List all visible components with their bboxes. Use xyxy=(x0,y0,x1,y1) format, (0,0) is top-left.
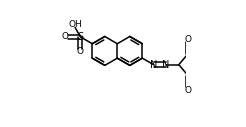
Text: S: S xyxy=(77,32,83,42)
Text: OH: OH xyxy=(68,20,82,29)
Text: N: N xyxy=(150,60,157,70)
Text: O: O xyxy=(77,47,84,56)
Text: N: N xyxy=(162,60,169,70)
Text: O: O xyxy=(185,86,192,94)
Text: O: O xyxy=(185,35,192,44)
Text: O: O xyxy=(62,32,69,41)
